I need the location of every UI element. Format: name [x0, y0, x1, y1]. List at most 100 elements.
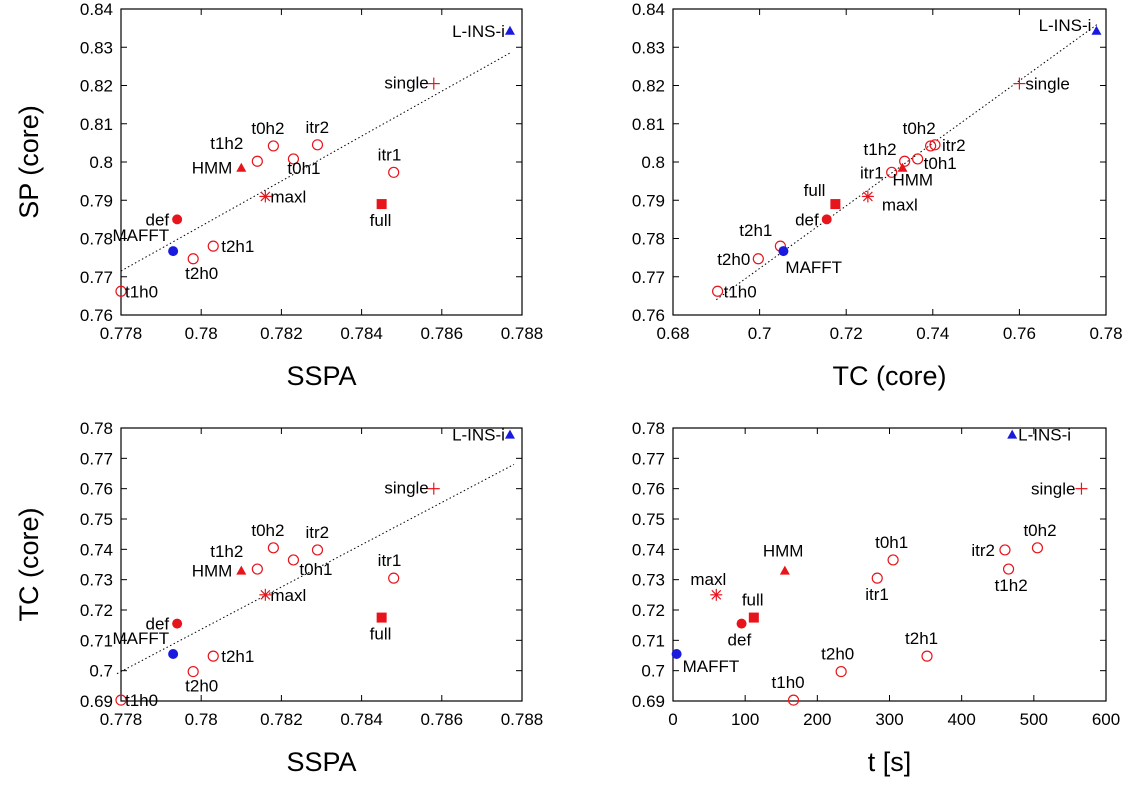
point-full	[376, 612, 387, 623]
point-label-itr2: itr2	[305, 523, 329, 542]
y-tick-label: 0.83	[80, 38, 113, 57]
plot-frame	[120, 8, 523, 316]
point-itr1	[871, 572, 883, 584]
point-l-ins-i	[1091, 25, 1102, 35]
y-tick-label: 0.73	[80, 571, 113, 590]
x-tick-label: 0.78	[1089, 324, 1122, 343]
point-label-mafft: MAFFT	[785, 258, 842, 277]
point-label-t1h2: t1h2	[864, 140, 897, 159]
point-label-single: single	[384, 479, 428, 498]
point-label-t2h1: t2h1	[221, 647, 254, 666]
point-itr2	[999, 544, 1011, 556]
y-tick-label: 0.81	[632, 115, 665, 134]
point-label-t2h1: t2h1	[739, 221, 772, 240]
point-t2h0	[835, 665, 847, 678]
point-label-maxl: maxl	[882, 195, 918, 214]
x-tick-label: 0.7	[748, 324, 772, 343]
y-axis-label: TC (core)	[14, 508, 44, 622]
x-tick-label: 0	[668, 710, 677, 729]
point-label-itr1: itr1	[378, 551, 402, 570]
point-label-t1h0: t1h0	[724, 282, 757, 301]
y-tick-label: 0.71	[632, 631, 665, 650]
x-tick-label: 0.788	[501, 324, 544, 343]
point-label-def: def	[145, 615, 169, 634]
plot-frame	[120, 427, 523, 702]
point-maxl	[259, 190, 272, 203]
x-tick-label: 0.784	[340, 324, 383, 343]
point-label-hmm: HMM	[763, 542, 804, 561]
chart-panel-3: 0.69 0.7 0.71 0.72 0.73 0.74 0.75 0.76 0.77 0.78 0…	[14, 419, 543, 777]
y-tick-label: 0.75	[80, 510, 113, 529]
point-label-itr2: itr2	[305, 118, 329, 137]
point-hmm	[897, 162, 908, 172]
asterisk-stroke-3	[711, 589, 722, 600]
point-t1h0	[115, 285, 127, 297]
point-itr2	[929, 139, 941, 151]
point-label-def: def	[728, 631, 752, 650]
point-maxl	[259, 588, 272, 601]
point-label-t0h2: t0h2	[1023, 521, 1056, 540]
point-t2h1	[207, 240, 219, 252]
point-t2h1	[921, 650, 933, 662]
point-label-l-ins-i: L-INS-i	[452, 426, 505, 445]
point-label-full: full	[370, 625, 392, 644]
y-tick-label: 0.78	[632, 230, 665, 249]
x-tick-label: 0.786	[421, 710, 464, 729]
x-axis-label: TC (core)	[833, 361, 947, 391]
point-label-t0h2: t0h2	[251, 521, 284, 540]
y-tick-label: 0.78	[632, 419, 665, 438]
point-label-t2h0: t2h0	[185, 264, 218, 283]
x-axis-label: t [s]	[868, 747, 912, 777]
point-t0h1	[287, 153, 300, 165]
point-mafft	[168, 246, 179, 257]
point-label-t1h0: t1h0	[772, 673, 805, 692]
y-tick-label: 0.75	[632, 510, 665, 529]
y-tick-label: 0.73	[632, 571, 665, 590]
x-tick-label: 600	[1092, 710, 1120, 729]
chart-panel-4: 0.69 0.7 0.71 0.72 0.73 0.74 0.75 0.76 0.77 0.78 0…	[632, 419, 1120, 777]
x-tick-label: 0.782	[260, 710, 303, 729]
y-tick-label: 0.81	[80, 115, 113, 134]
point-maxl	[710, 588, 723, 601]
point-full	[748, 612, 759, 623]
point-label-t1h2: t1h2	[210, 542, 243, 561]
x-tick-label: 0.778	[100, 324, 143, 343]
plot-frame	[672, 8, 1107, 316]
point-l-ins-i	[504, 25, 515, 35]
point-label-hmm: HMM	[192, 562, 233, 581]
point-t0h2	[925, 140, 937, 152]
x-tick-label: 0.788	[501, 710, 544, 729]
y-tick-label: 0.72	[80, 601, 113, 620]
y-tick-label: 0.71	[80, 631, 113, 650]
y-tick-label: 0.82	[632, 77, 665, 96]
y-tick-label: 0.7	[641, 662, 665, 681]
point-itr1	[886, 166, 898, 178]
point-t2h0	[187, 665, 199, 678]
x-tick-label: 0.778	[100, 710, 143, 729]
x-tick-label: 200	[803, 710, 831, 729]
point-label-itr1: itr1	[378, 145, 402, 164]
y-tick-label: 0.77	[80, 268, 113, 287]
point-l-ins-i	[504, 429, 515, 439]
point-t0h1	[887, 554, 899, 566]
point-t0h2	[267, 542, 279, 554]
x-tick-label: 0.784	[340, 710, 383, 729]
y-tick-label: 0.77	[632, 449, 665, 468]
asterisk-stroke-3	[260, 191, 271, 202]
point-t1h2	[899, 155, 911, 167]
chart-panel-1: 0.76 0.77 0.78 0.79 0.8 0.81 0.82 0.83 0.84 0.778…	[14, 0, 543, 391]
point-label-mafft: MAFFT	[112, 629, 169, 648]
asterisk-stroke-3	[862, 191, 873, 202]
x-tick-label: 0.76	[1003, 324, 1036, 343]
point-t2h0	[752, 253, 764, 265]
point-label-def: def	[145, 210, 169, 229]
point-itr1	[388, 166, 400, 178]
point-label-maxl: maxl	[270, 586, 306, 605]
y-tick-label: 0.78	[80, 419, 113, 438]
point-label-maxl: maxl	[270, 187, 306, 206]
point-t0h1	[912, 153, 924, 165]
point-label-single: single	[1031, 480, 1075, 499]
y-tick-label: 0.76	[632, 480, 665, 499]
point-def	[172, 214, 183, 225]
x-tick-label: 400	[947, 710, 975, 729]
